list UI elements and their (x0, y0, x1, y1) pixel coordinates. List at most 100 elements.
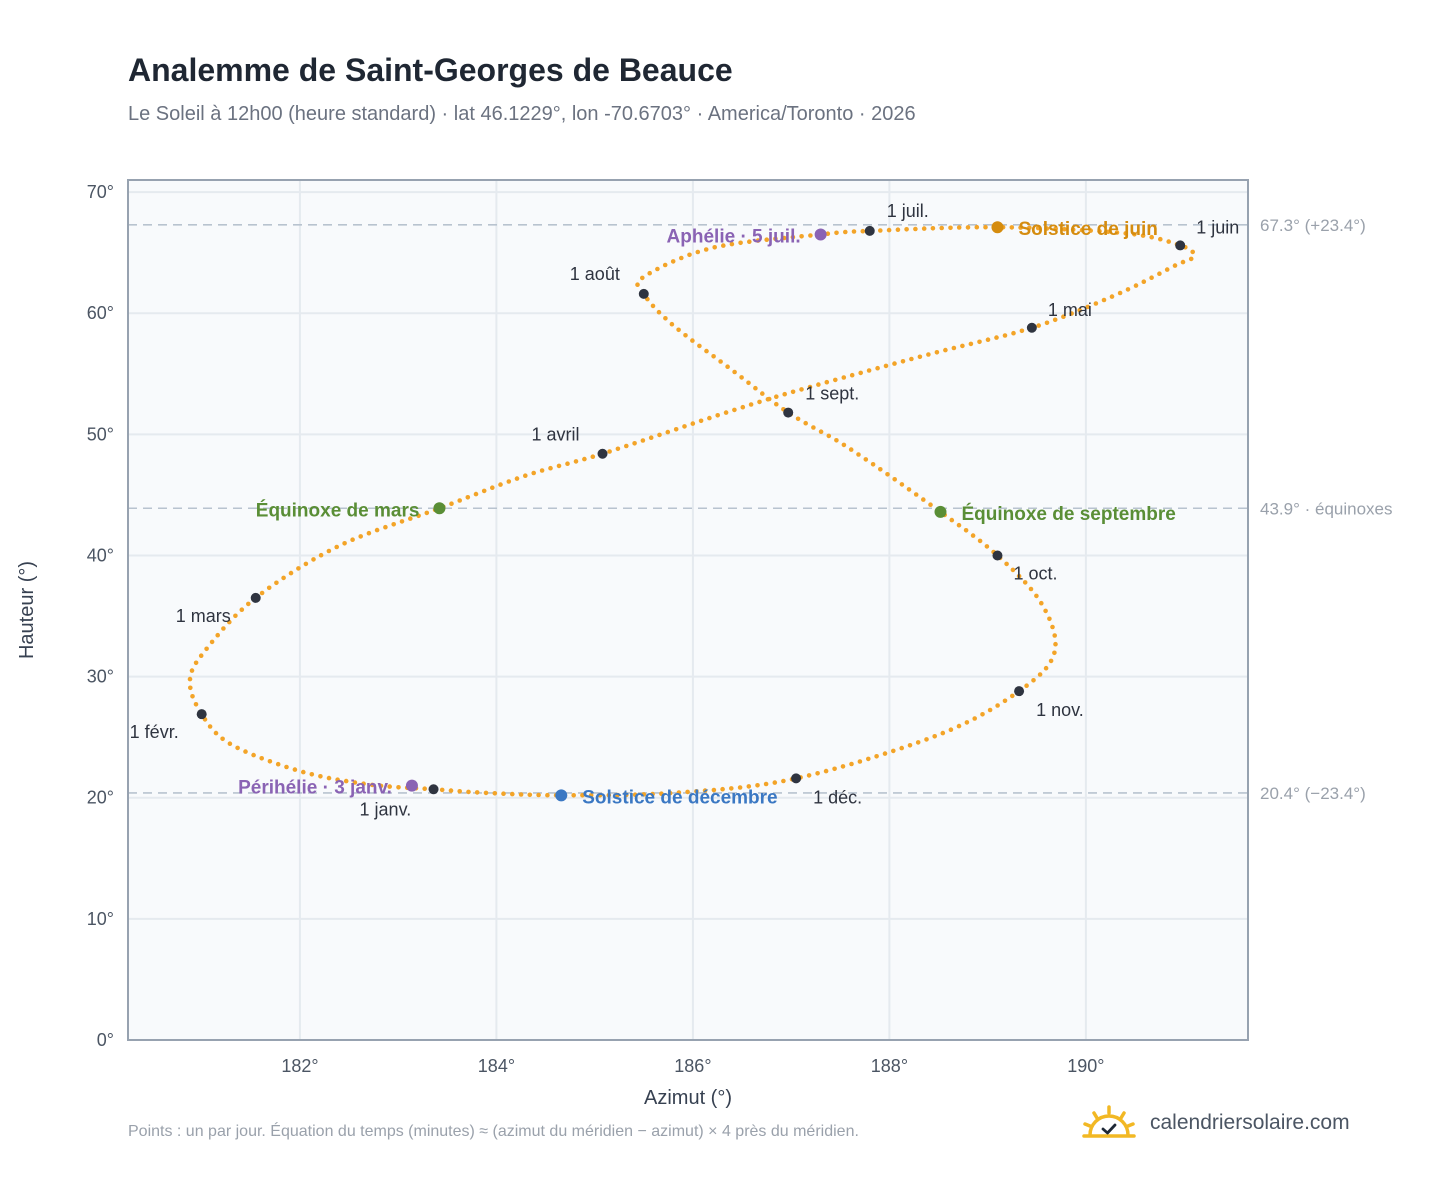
chart-subtitle: Le Soleil à 12h00 (heure standard) · lat… (128, 103, 916, 125)
daily-point (891, 748, 896, 754)
daily-point (1164, 267, 1170, 272)
daily-point (366, 530, 372, 536)
daily-point (416, 513, 421, 519)
daily-point (1009, 225, 1015, 230)
daily-point (968, 341, 974, 347)
y-tick-label: 60° (87, 303, 114, 323)
daily-point (843, 229, 848, 235)
daily-point (1077, 307, 1082, 313)
daily-point (882, 751, 888, 756)
daily-point (448, 788, 454, 793)
daily-point (825, 231, 831, 236)
x-axis-label: Azimut (°) (644, 1087, 732, 1109)
daily-point (573, 459, 579, 464)
daily-point (1018, 225, 1023, 230)
daily-point (490, 485, 495, 491)
daily-point (811, 425, 816, 430)
daily-point (826, 433, 832, 439)
daily-point (737, 785, 743, 790)
daily-point (683, 333, 688, 338)
daily-point (309, 772, 315, 777)
daily-point (772, 780, 778, 785)
daily-point (720, 786, 725, 792)
daily-point (940, 730, 946, 736)
daily-point (834, 438, 839, 443)
daily-point (679, 255, 684, 261)
month-marker (196, 709, 207, 720)
daily-point (193, 660, 199, 666)
daily-point (808, 233, 813, 238)
month-marker (864, 225, 875, 236)
daily-point (227, 619, 232, 625)
daily-point (531, 470, 536, 476)
daily-point (849, 372, 855, 378)
daily-point (763, 781, 769, 787)
daily-point (948, 727, 954, 732)
daily-point (694, 789, 699, 794)
daily-point (342, 541, 347, 546)
daily-point (676, 327, 681, 333)
analemma-curve (187, 224, 1195, 798)
daily-point (753, 385, 758, 391)
daily-point (378, 783, 384, 789)
daily-point (1114, 230, 1120, 235)
daily-point (662, 262, 668, 268)
daily-point (738, 240, 743, 246)
daily-point (921, 497, 926, 502)
daily-point (1016, 573, 1022, 579)
daily-point (243, 749, 248, 754)
daily-point (1172, 263, 1178, 268)
daily-point (985, 337, 991, 343)
daily-point (1188, 256, 1194, 262)
daily-point (932, 734, 937, 739)
daily-point (980, 712, 985, 717)
daily-point (187, 676, 193, 682)
y-tick-label: 70° (87, 182, 114, 202)
daily-point (878, 467, 883, 472)
daily-point (703, 247, 709, 252)
daily-point (747, 239, 752, 244)
daily-point (732, 369, 737, 375)
daily-point (773, 236, 778, 242)
daily-point (656, 309, 662, 315)
daily-point (863, 457, 869, 462)
daily-point (352, 780, 358, 785)
daily-point (995, 703, 1000, 708)
daily-point (1024, 683, 1029, 688)
daily-point (1052, 317, 1058, 323)
axis-ticks: 182° 184° 186° 188° 190° 0° 10° 20° 30° 40° 50° 60°… (87, 182, 1105, 1076)
y-tick-label: 20° (87, 788, 114, 808)
daily-point (904, 227, 909, 232)
daily-point (641, 792, 647, 797)
daily-point (1069, 311, 1074, 316)
brand: calendriersolaire.com (1082, 1101, 1350, 1145)
daily-point (473, 491, 479, 497)
event-label: Solstice de juin (1018, 219, 1157, 240)
daily-point (449, 501, 454, 507)
daily-point (974, 224, 980, 230)
daily-point (909, 356, 914, 362)
month-marker (791, 773, 802, 784)
daily-point (527, 792, 533, 798)
daily-point (233, 613, 238, 619)
daily-point (1149, 275, 1154, 281)
event-label: Équinoxe de septembre (961, 503, 1175, 525)
daily-point (539, 468, 545, 473)
daily-point (899, 482, 905, 487)
daily-point (523, 473, 528, 479)
daily-point (288, 570, 294, 576)
daily-point (501, 791, 506, 796)
daily-point (545, 792, 550, 798)
daily-point (292, 767, 298, 772)
daily-point (870, 462, 876, 467)
daily-point (707, 415, 712, 421)
daily-point (939, 225, 944, 231)
daily-point (907, 743, 913, 748)
daily-point (764, 237, 769, 242)
daily-point (514, 476, 520, 481)
daily-point (1117, 290, 1123, 296)
daily-point (650, 791, 655, 797)
daily-point (840, 764, 846, 769)
daily-point (799, 387, 804, 392)
daily-point (188, 685, 193, 691)
